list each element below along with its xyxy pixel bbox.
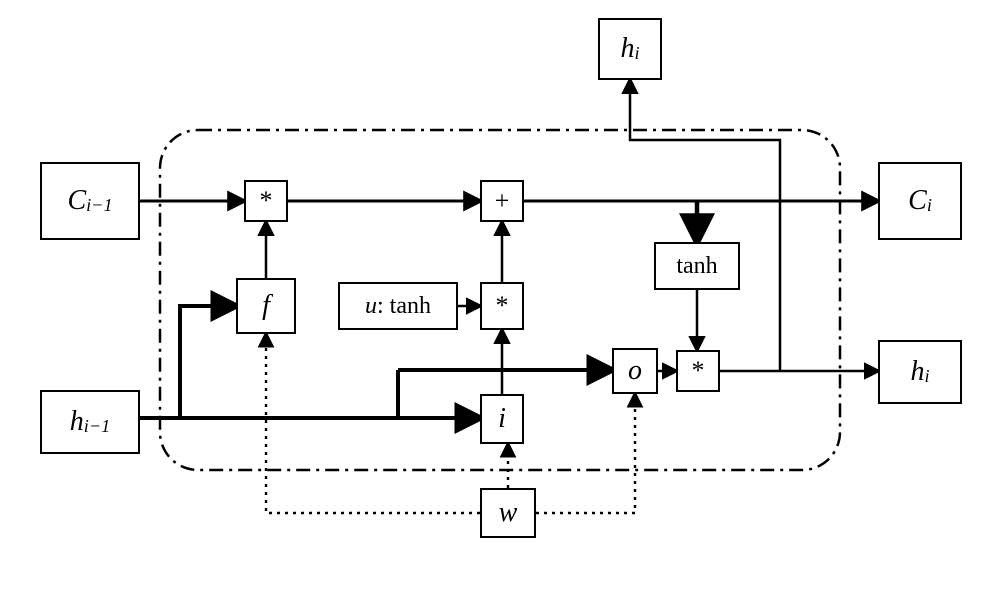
node-i: i	[480, 394, 524, 444]
node-c_out: Ci	[878, 162, 962, 240]
edge-hin-to-f	[180, 306, 236, 418]
node-f: f	[236, 278, 296, 334]
node-c_in: Ci−1	[40, 162, 140, 240]
edge-h-to-htop	[630, 80, 780, 371]
node-h_top: hi	[598, 18, 662, 80]
node-o: o	[612, 348, 658, 394]
node-h_in: hi−1	[40, 390, 140, 454]
node-mul2: *	[480, 282, 524, 330]
node-tanh: tanh	[654, 242, 740, 290]
node-h_out: hi	[878, 340, 962, 404]
edge-w-o	[536, 394, 635, 513]
node-mul1: *	[244, 180, 288, 222]
node-mul3: *	[676, 350, 720, 392]
node-u: u : tanh	[338, 282, 458, 330]
edge-w-f	[266, 334, 480, 513]
diagram-canvas: Ci−1 hi−1 hi Ci hi * + tanh * f u : tanh * i o w	[0, 0, 1000, 589]
node-w: w	[480, 488, 536, 538]
node-plus: +	[480, 180, 524, 222]
